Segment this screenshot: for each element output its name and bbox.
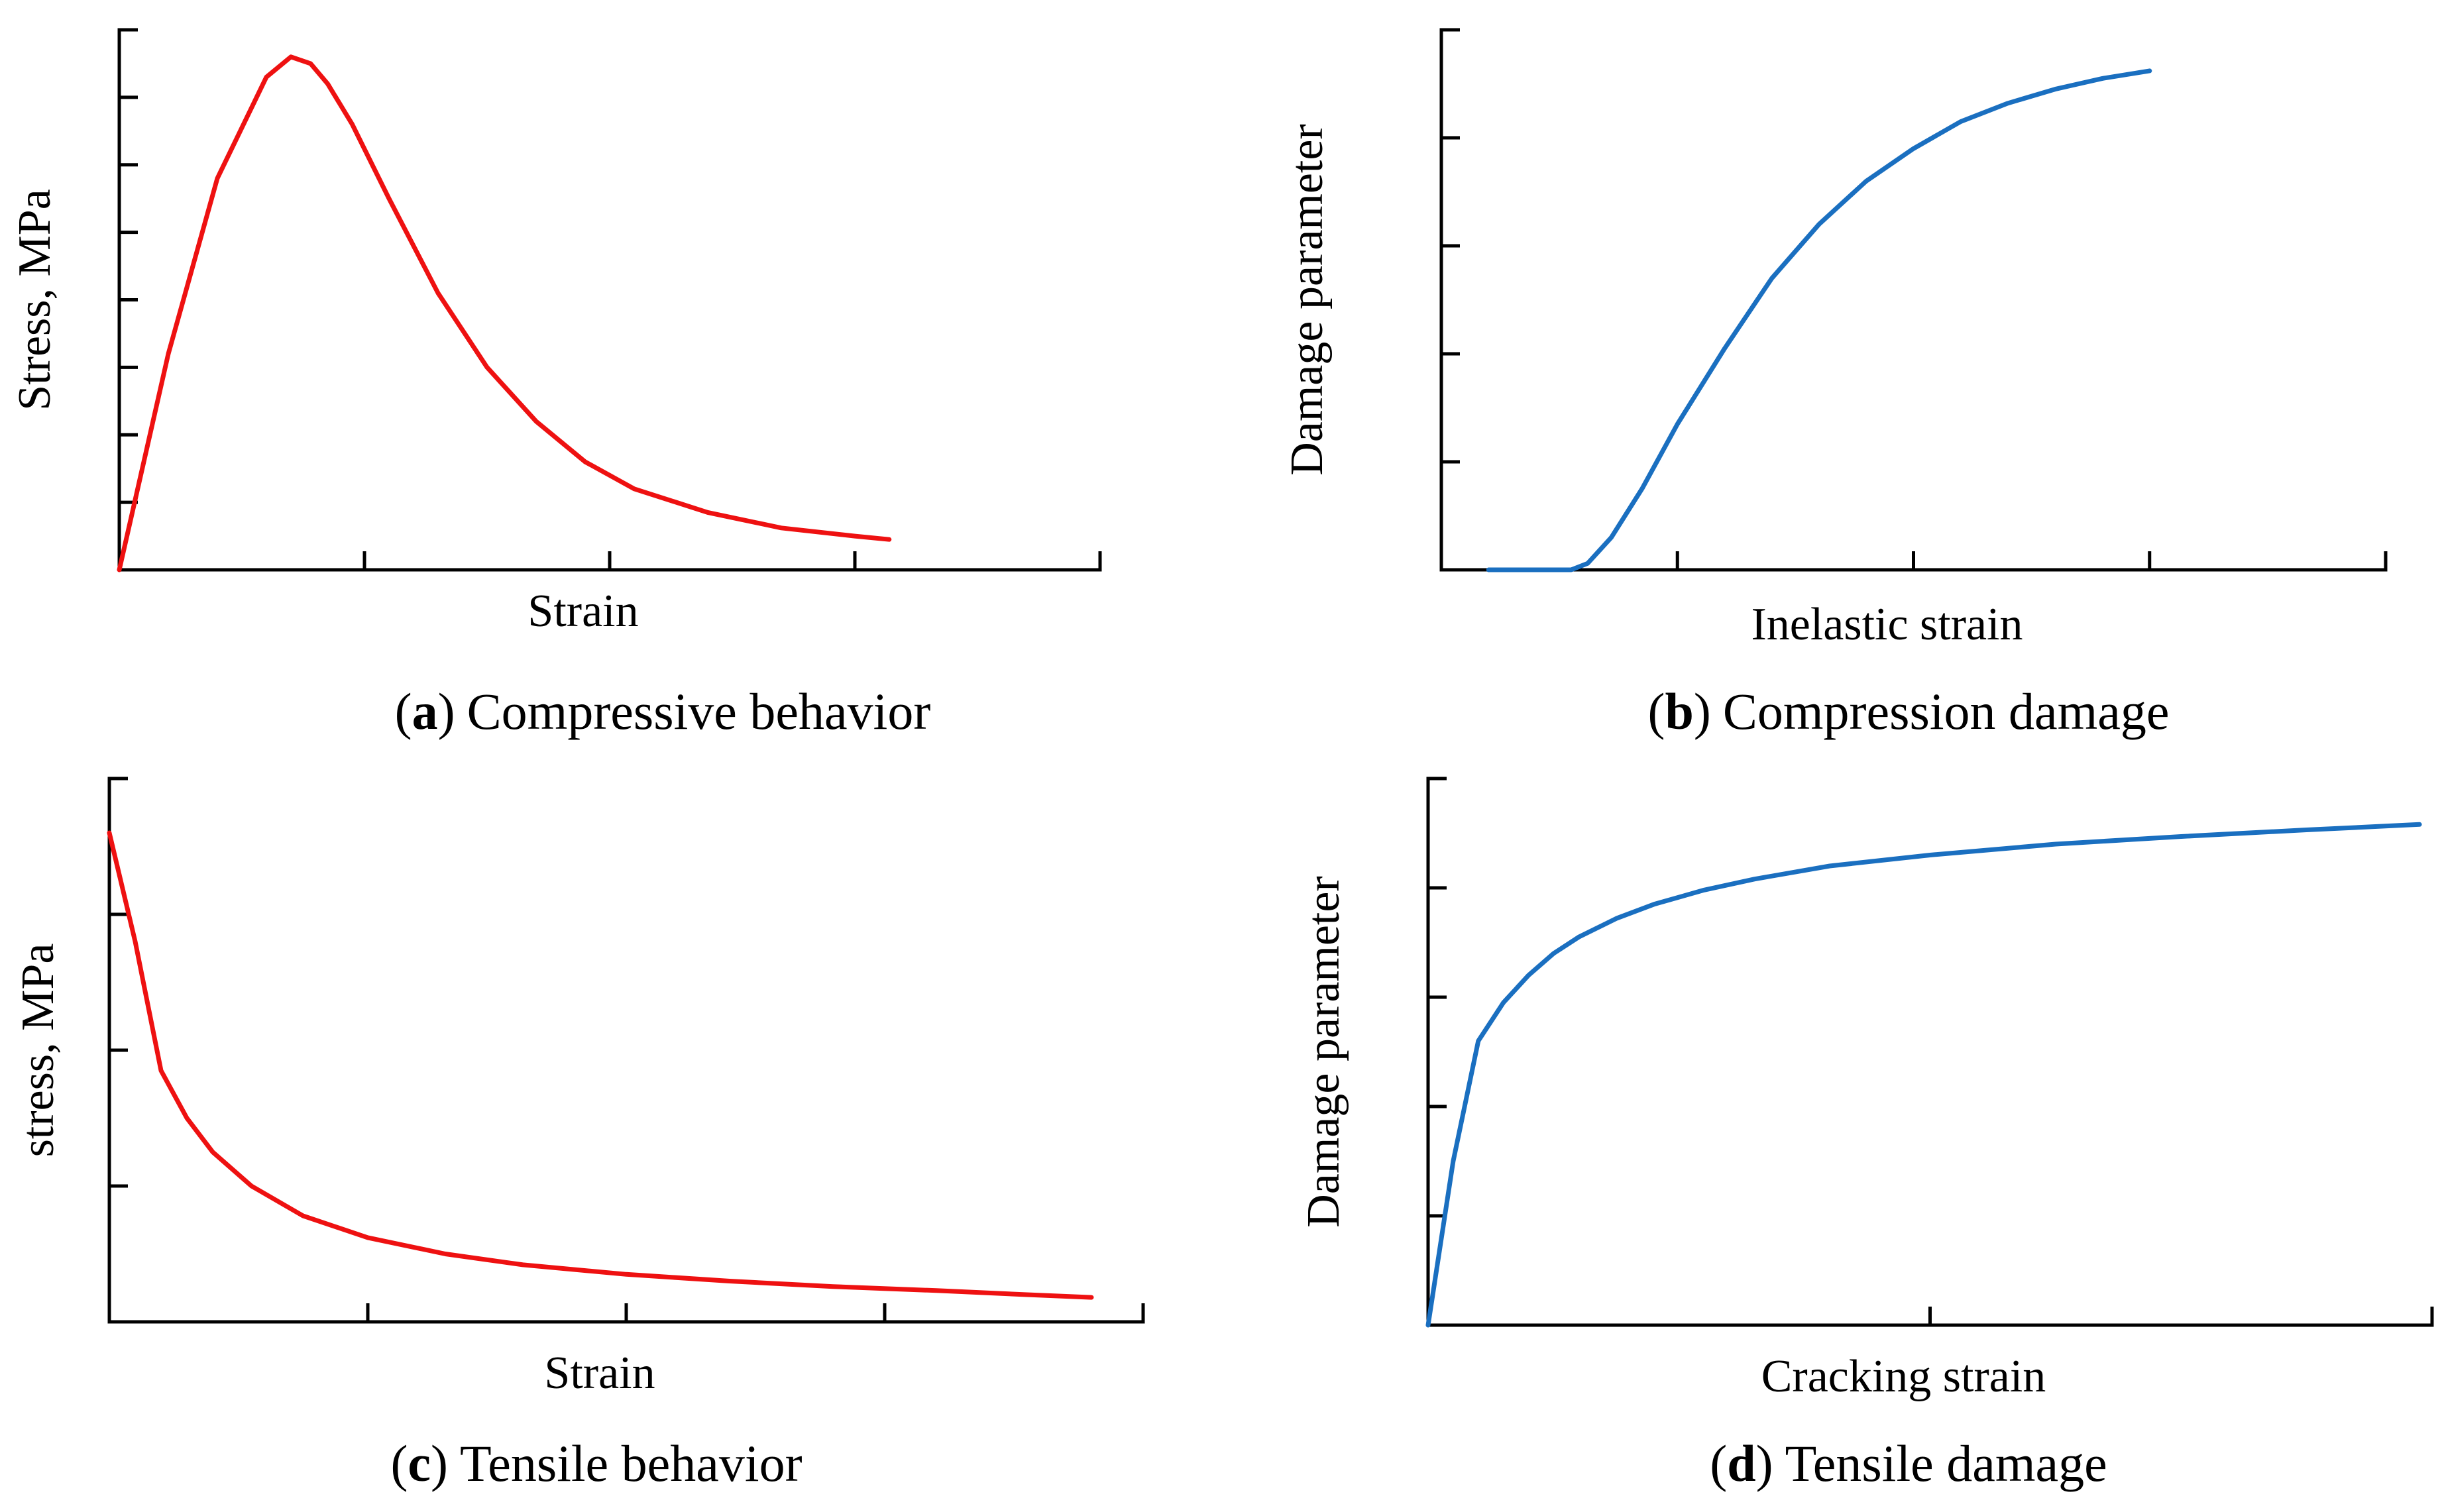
caption-open-paren: ( [1647,682,1665,740]
y-axis-label: Stress, MPa [9,189,60,410]
panel-a-compressive-behavior: Strain Stress, MPa (a) Compressive behavior [9,28,1102,740]
caption-title: Tensile behavior [460,1434,803,1492]
caption-close-paren: ) [1756,1434,1773,1492]
panel-caption: (b) Compression damage [1647,682,2169,740]
caption-open-paren: ( [1710,1434,1727,1492]
series-line [1425,822,2422,1328]
series-line [117,54,892,572]
caption-letter: c [408,1434,431,1492]
caption-letter: d [1727,1434,1755,1492]
series-line [1486,68,2152,572]
panel-d-tensile-damage: Cracking strain Damage parameter (d) Tensil… [1298,777,2434,1492]
panel-caption: (d) Tensile damage [1710,1434,2107,1492]
panel-c-tensile-behavior: Strain stress, MPa (c) Tensile behavior [13,777,1145,1492]
y-axis-label: stress, MPa [13,944,64,1158]
panel-b-compression-damage: Inelastic strain Damage parameter (b) Compr… [1282,28,2388,740]
caption-title: Compressive behavior [467,682,931,740]
caption-letter: a [412,682,438,740]
y-axis-label: Damage parameter [1298,876,1349,1228]
caption-open-paren: ( [390,1434,408,1492]
caption-title: Compression damage [1723,682,2170,740]
panel-caption: (a) Compressive behavior [395,682,931,740]
caption-close-paren: ) [438,682,455,740]
caption-close-paren: ) [431,1434,448,1492]
series-line [107,830,1094,1300]
x-axis-label: Strain [544,1348,655,1399]
caption-letter: b [1665,682,1693,740]
caption-open-paren: ( [395,682,412,740]
x-axis-label: Inelastic strain [1751,599,2023,650]
y-axis-label: Damage parameter [1282,124,1333,476]
x-axis-label: Strain [527,586,638,637]
x-axis-label: Cracking strain [1761,1351,2046,1402]
panel-caption: (c) Tensile behavior [390,1434,802,1492]
caption-close-paren: ) [1694,682,1711,740]
caption-title: Tensile damage [1785,1434,2107,1492]
